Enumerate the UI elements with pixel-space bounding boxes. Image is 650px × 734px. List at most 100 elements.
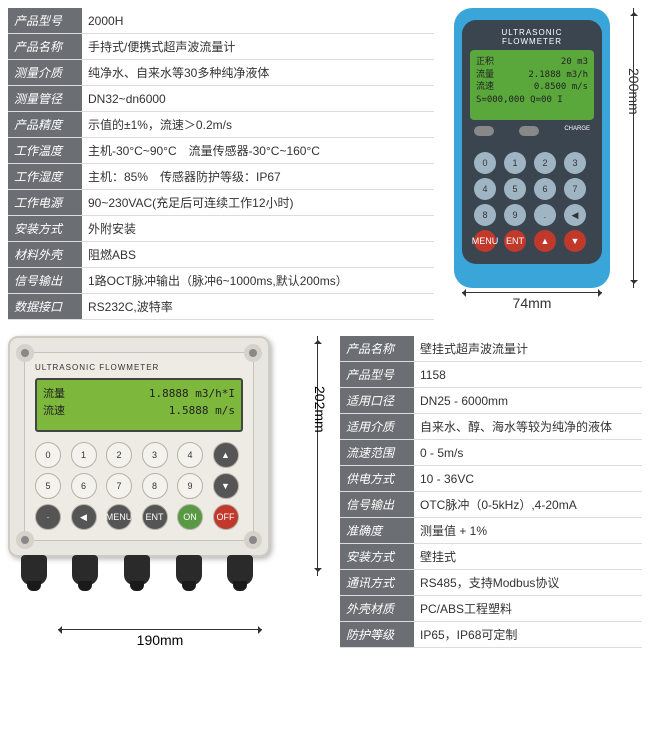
spec-row: 产品型号1158	[340, 362, 642, 388]
keypad-key: 5	[504, 178, 526, 200]
spec-row: 信号输出1路OCT脉冲输出（脉冲6~1000ms,默认200ms）	[8, 268, 434, 294]
keypad-key: ·	[35, 504, 61, 530]
spec-row: 产品精度示值的±1%，流速＞0.2m/s	[8, 112, 434, 138]
spec-value: 1158	[414, 362, 642, 388]
spec-label: 数据接口	[8, 294, 82, 320]
spec-label: 工作湿度	[8, 164, 82, 190]
width-dim-label-2: 190mm	[137, 632, 184, 648]
handheld-keypad: 0123456789.◀MENUENT▲▼	[470, 148, 594, 256]
spec-row: 信号输出OTC脉冲（0-5kHz）,4-20mA	[340, 492, 642, 518]
keypad-key: 2	[534, 152, 556, 174]
keypad-key: OFF	[213, 504, 239, 530]
spec-label: 产品型号	[340, 362, 414, 388]
spec-label: 供电方式	[340, 466, 414, 492]
keypad-key: 9	[177, 473, 203, 499]
spec-value: 壁挂式	[414, 544, 642, 570]
spec-value: 纯净水、自来水等30多种纯净液体	[82, 60, 434, 86]
wallmount-screen: 流量1.8888 m3/h*I 流速1.5888 m/s	[35, 378, 243, 432]
width-dim-line	[462, 292, 602, 293]
spec-row: 产品名称手持式/便携式超声波流量计	[8, 34, 434, 60]
handheld-panel: ULTRASONIC FLOWMETER 正积20 m3 流量2.1888 m3…	[462, 20, 602, 264]
spec-label: 安装方式	[8, 216, 82, 242]
width-dim: 74mm	[442, 292, 622, 311]
spec-row: 外壳材质PC/ABS工程塑料	[340, 596, 642, 622]
spec-row: 产品型号2000H	[8, 8, 434, 34]
power-row: CHARGE	[470, 120, 594, 138]
spec-row: 安装方式壁挂式	[340, 544, 642, 570]
spec-row: 工作湿度主机：85% 传感器防护等级：IP67	[8, 164, 434, 190]
spec-value: RS485，支持Modbus协议	[414, 570, 642, 596]
spec-value: 主机-30°C~90°C 流量传感器-30°C~160°C	[82, 138, 434, 164]
spec-label: 适用口径	[340, 388, 414, 414]
keypad-key: 3	[142, 442, 168, 468]
spec-row: 测量介质纯净水、自来水等30多种纯净液体	[8, 60, 434, 86]
keypad-key: ▼	[564, 230, 586, 252]
spec-label: 外壳材质	[340, 596, 414, 622]
spec-row: 产品名称壁挂式超声波流量计	[340, 336, 642, 362]
screen-text: 流量	[43, 386, 65, 403]
keypad-key: 4	[474, 178, 496, 200]
screen-text: 1.8888 m3/h*I	[149, 386, 235, 403]
keypad-key: ON	[177, 504, 203, 530]
keypad-key: 1	[504, 152, 526, 174]
spec-value: 手持式/便携式超声波流量计	[82, 34, 434, 60]
spec-value: RS232C,波特率	[82, 294, 434, 320]
height-dim-label: 200mm	[626, 68, 642, 115]
wallmount-panel: ULTRASONIC FLOWMETER 流量1.8888 m3/h*I 流速1…	[24, 352, 254, 541]
product1-section: 产品型号2000H产品名称手持式/便携式超声波流量计测量介质纯净水、自来水等30…	[0, 0, 650, 328]
cable-gland	[176, 555, 202, 585]
spec-label: 适用介质	[340, 414, 414, 440]
spec-label: 产品精度	[8, 112, 82, 138]
keypad-key: 6	[71, 473, 97, 499]
screen-text: 流量	[476, 69, 494, 82]
height-dim-line	[633, 8, 634, 288]
power-switch	[519, 126, 539, 136]
height-dim-line-2	[317, 336, 318, 576]
spec-row: 材料外壳阻燃ABS	[8, 242, 434, 268]
screen-text: 正积	[476, 56, 494, 69]
spec-value: 90~230VAC(充足后可连续工作12小时)	[82, 190, 434, 216]
screen-text: 2.1888 m3/h	[528, 69, 588, 82]
wallmount-title: ULTRASONIC FLOWMETER	[35, 363, 243, 372]
charge-label: CHARGE	[564, 126, 590, 136]
screen-text: 1.5888 m/s	[169, 403, 235, 420]
screw-corner	[244, 344, 262, 362]
wallmount-keypad: 01234▲56789▼·◀MENUENTONOFF	[35, 442, 243, 530]
spec-row: 适用口径DN25 - 6000mm	[340, 388, 642, 414]
screw-corner	[16, 531, 34, 549]
screen-text: 20 m3	[561, 56, 588, 69]
spec-value: 壁挂式超声波流量计	[414, 336, 642, 362]
keypad-key: ◀	[564, 204, 586, 226]
spec-value: OTC脉冲（0-5kHz）,4-20mA	[414, 492, 642, 518]
keypad-key: 7	[564, 178, 586, 200]
spec-label: 工作温度	[8, 138, 82, 164]
keypad-key: 6	[534, 178, 556, 200]
spec-value: 测量值 + 1%	[414, 518, 642, 544]
spec-value: IP65，IP68可定制	[414, 622, 642, 648]
spec-row: 适用介质自来水、醇、海水等较为纯净的液体	[340, 414, 642, 440]
spec-row: 通讯方式RS485，支持Modbus协议	[340, 570, 642, 596]
spec-row: 供电方式10 - 36VC	[340, 466, 642, 492]
wallmount-device-wrap: 202mm ULTRASONIC FLOWMETER 流量 1.8888 m3/h…	[8, 336, 332, 648]
spec-value: 示值的±1%，流速＞0.2m/s	[82, 112, 434, 138]
spec-label: 产品型号	[8, 8, 82, 34]
spec-label: 产品名称	[8, 34, 82, 60]
spec-label: 信号输出	[340, 492, 414, 518]
spec-value: 2000H	[82, 8, 434, 34]
keypad-key: ENT	[504, 230, 526, 252]
keypad-key: 0	[35, 442, 61, 468]
spec-row: 流速范围0 - 5m/s	[340, 440, 642, 466]
width-dim-2: 190mm	[38, 625, 282, 648]
screw-corner	[244, 531, 262, 549]
spec-row: 工作温度主机-30°C~90°C 流量传感器-30°C~160°C	[8, 138, 434, 164]
width-dim-line-2	[58, 629, 262, 630]
cable-gland	[124, 555, 150, 585]
spec-value: DN25 - 6000mm	[414, 388, 642, 414]
keypad-key: 1	[71, 442, 97, 468]
spec-label: 通讯方式	[340, 570, 414, 596]
cable-gland	[227, 555, 253, 585]
spec-value: 阻燃ABS	[82, 242, 434, 268]
height-dim-label-2: 202mm	[312, 386, 328, 433]
spec-value: 0 - 5m/s	[414, 440, 642, 466]
spec-value: 10 - 36VC	[414, 466, 642, 492]
